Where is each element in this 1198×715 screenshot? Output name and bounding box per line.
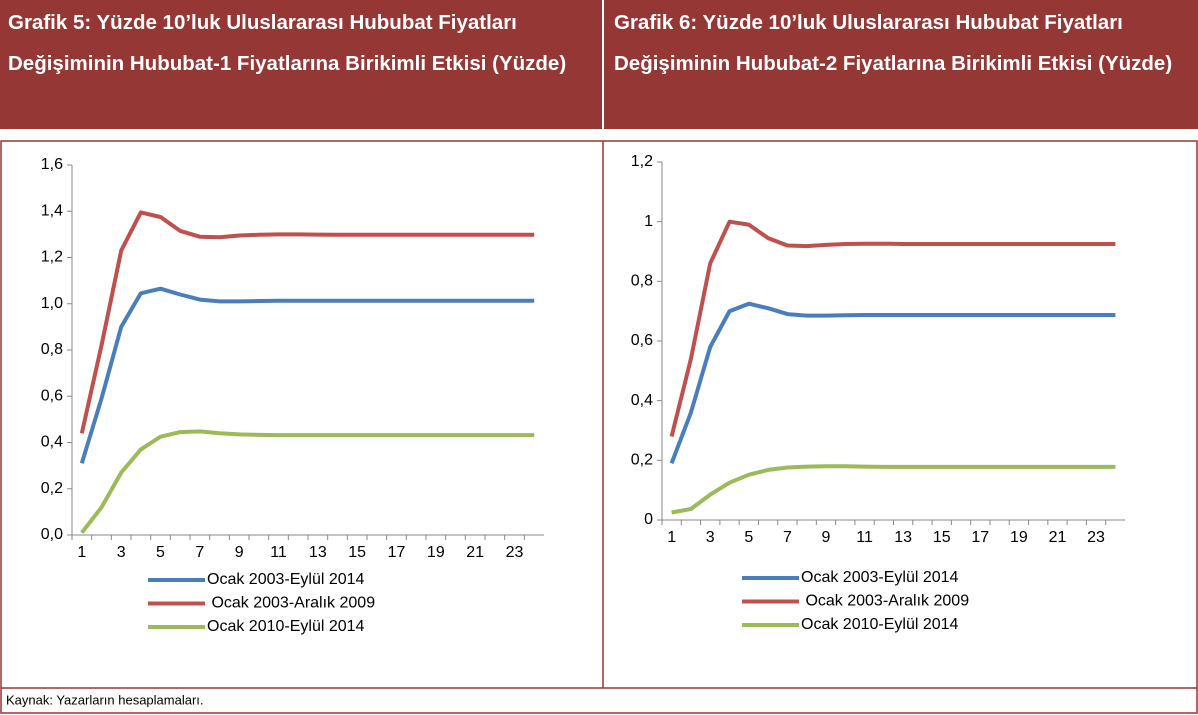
x-tick-label: 7 bbox=[783, 529, 792, 546]
y-tick-label: 0,8 bbox=[41, 341, 63, 358]
footer-text: Kaynak: Yazarların hesaplamaları. bbox=[6, 692, 204, 707]
y-tick-label: 1,0 bbox=[41, 295, 63, 312]
y-tick-label: 1,6 bbox=[41, 156, 63, 173]
series-line bbox=[669, 219, 1116, 437]
series-line bbox=[80, 429, 535, 534]
y-tick-label: 0 bbox=[644, 511, 653, 528]
y-tick-label: 1,2 bbox=[631, 153, 653, 170]
x-tick-label: 11 bbox=[856, 529, 873, 546]
frame bbox=[0, 140, 1198, 714]
chart-title: Grafik 6: Yüzde 10’luk Uluslararası Hubu… bbox=[614, 11, 1173, 75]
x-tick-label: 15 bbox=[933, 529, 951, 546]
x-tick-label: 3 bbox=[706, 529, 715, 546]
x-tick-label: 3 bbox=[117, 544, 126, 561]
x-tick-label: 7 bbox=[195, 544, 204, 561]
x-tick-label: 13 bbox=[894, 529, 912, 546]
x-tick-label: 21 bbox=[466, 544, 484, 561]
header-band bbox=[0, 0, 1198, 129]
y-tick-label: 0,0 bbox=[41, 526, 63, 543]
x-tick-label: 23 bbox=[506, 544, 524, 561]
x-tick-label: 21 bbox=[1049, 529, 1067, 546]
x-tick-label: 5 bbox=[744, 529, 753, 546]
y-tick-label: 0,6 bbox=[41, 387, 63, 404]
x-tick-label: 9 bbox=[822, 529, 831, 546]
x-tick-label: 1 bbox=[667, 529, 676, 546]
x-tick-label: 11 bbox=[270, 544, 287, 561]
y-tick-label: 0,4 bbox=[631, 392, 653, 409]
x-tick-label: 17 bbox=[971, 529, 989, 546]
legend-label: Ocak 2010-Eylül 2014 bbox=[801, 616, 959, 633]
series-line bbox=[671, 464, 1116, 515]
y-tick-label: 1,4 bbox=[41, 202, 63, 219]
legend-label: Ocak 2003-Aralık 2009 bbox=[207, 595, 375, 612]
x-tick-label: 15 bbox=[348, 544, 366, 561]
legend-label: Ocak 2010-Eylül 2014 bbox=[207, 618, 365, 635]
x-tick-label: 17 bbox=[388, 544, 406, 561]
legend-label: Ocak 2003-Eylül 2014 bbox=[207, 571, 365, 588]
chart-title: Grafik 5: Yüzde 10’luk Uluslararası Hubu… bbox=[8, 11, 567, 75]
legend-label: Ocak 2003-Aralık 2009 bbox=[801, 593, 969, 610]
series-line bbox=[79, 286, 535, 464]
x-tick-label: 5 bbox=[156, 544, 165, 561]
series-line bbox=[669, 301, 1116, 465]
x-tick-label: 1 bbox=[77, 544, 86, 561]
y-tick-label: 1,2 bbox=[41, 249, 63, 266]
legend-label: Ocak 2003-Eylül 2014 bbox=[801, 569, 959, 586]
x-tick-label: 19 bbox=[1010, 529, 1028, 546]
series-line bbox=[79, 210, 535, 434]
y-tick-label: 0,8 bbox=[631, 273, 653, 290]
x-tick-label: 19 bbox=[427, 544, 445, 561]
x-tick-label: 13 bbox=[309, 544, 327, 561]
y-tick-label: 0,6 bbox=[631, 332, 653, 349]
y-tick-label: 1 bbox=[644, 213, 653, 230]
y-tick-label: 0,2 bbox=[631, 452, 653, 469]
y-tick-label: 0,4 bbox=[41, 434, 63, 451]
y-tick-label: 0,2 bbox=[41, 480, 63, 497]
x-tick-label: 9 bbox=[235, 544, 244, 561]
x-tick-label: 23 bbox=[1087, 529, 1105, 546]
